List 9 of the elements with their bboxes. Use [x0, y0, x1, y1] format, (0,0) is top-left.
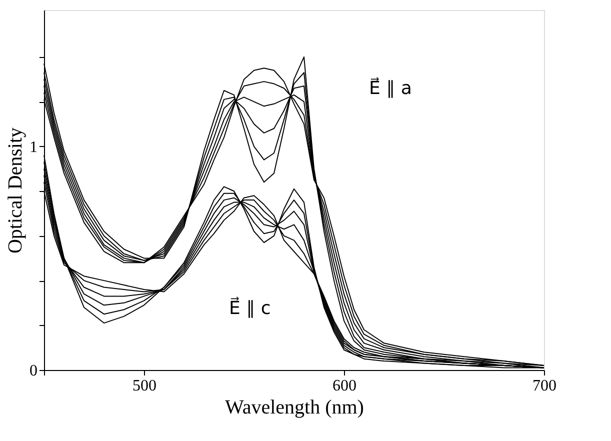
annotation: E⃗ ∥ a	[369, 76, 412, 100]
annotation: E⃗ ∥ c	[229, 296, 271, 319]
x-tick-label: 600	[332, 378, 356, 394]
y-axis-title: Optical Density	[4, 127, 26, 254]
y-tick-label: 0	[30, 362, 38, 380]
x-tick-label: 500	[132, 378, 156, 394]
y-tick-label: 1	[30, 138, 38, 156]
x-axis-title: Wavelength (nm)	[225, 396, 364, 418]
x-tick-label: 700	[532, 378, 556, 394]
